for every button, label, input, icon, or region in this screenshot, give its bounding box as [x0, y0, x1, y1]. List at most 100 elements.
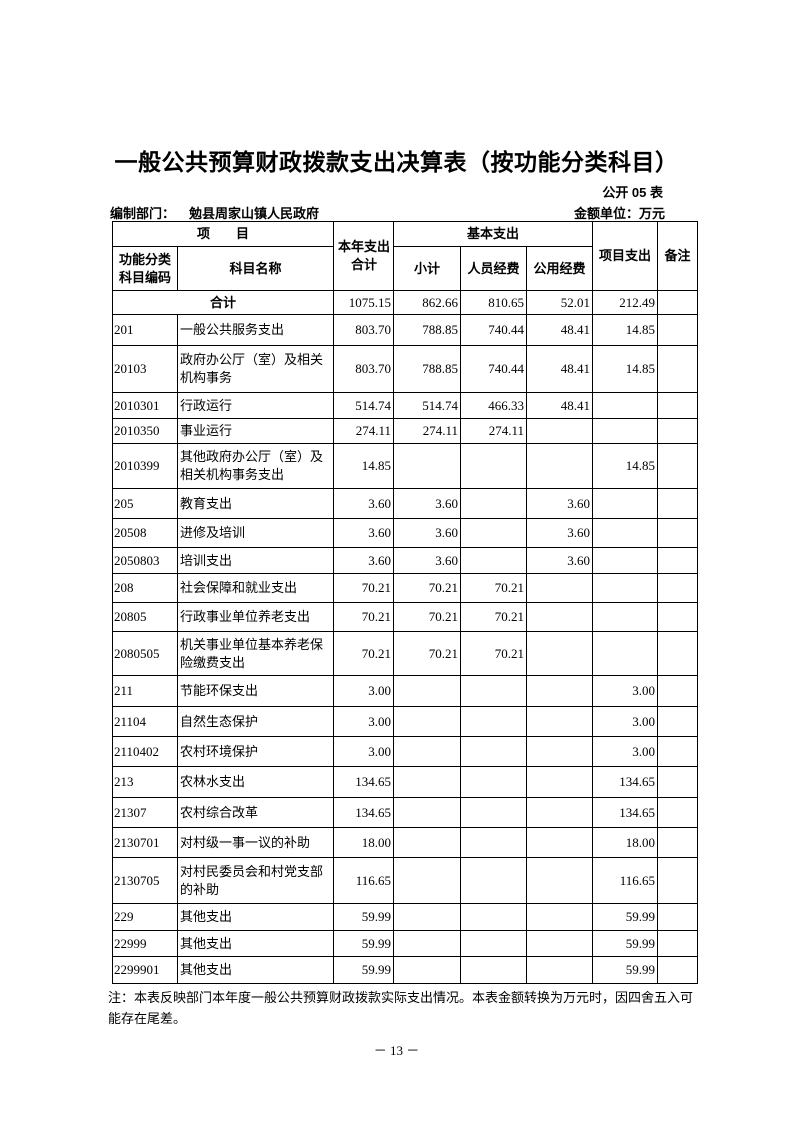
row-subtotal	[393, 443, 462, 489]
row-name: 事业运行	[176, 418, 335, 444]
row-personnel: 70.21	[460, 573, 528, 603]
row-remark	[657, 392, 699, 419]
row-personnel	[460, 956, 528, 984]
row-name: 农村环境保护	[176, 736, 335, 767]
row-personnel	[460, 736, 528, 767]
row-public	[526, 418, 594, 444]
row-total: 59.99	[333, 903, 395, 931]
table-row: 20103 政府办公厅（室）及相关机构事务 803.70 788.85 740.44 48…	[112, 345, 699, 393]
table-row: 21307 农村综合改革 134.65 134.65	[112, 797, 699, 828]
row-total: 3.00	[333, 736, 395, 767]
row-project	[592, 488, 659, 519]
table-row: 229 其他支出 59.99 59.99	[112, 903, 699, 931]
row-subtotal	[393, 956, 462, 984]
row-remark	[657, 602, 699, 632]
row-code: 2010301	[112, 392, 178, 419]
row-subtotal	[393, 857, 462, 904]
row-total: 14.85	[333, 443, 395, 489]
row-project	[592, 547, 659, 574]
row-project	[592, 631, 659, 676]
row-code: 208	[112, 573, 178, 603]
row-code: 22999	[112, 930, 178, 957]
row-total: 70.21	[333, 602, 395, 632]
row-project: 59.99	[592, 930, 659, 957]
row-remark	[657, 443, 699, 489]
row-project: 134.65	[592, 797, 659, 828]
row-personnel: 740.44	[460, 345, 528, 393]
row-code: 20103	[112, 345, 178, 393]
row-personnel	[460, 443, 528, 489]
row-public	[526, 956, 594, 984]
row-project: 59.99	[592, 903, 659, 931]
table-row: 211 节能环保支出 3.00 3.00	[112, 675, 699, 707]
row-remark	[657, 547, 699, 574]
row-code: 20805	[112, 602, 178, 632]
row-subtotal	[393, 736, 462, 767]
row-total: 3.60	[333, 547, 395, 574]
row-subtotal: 3.60	[393, 547, 462, 574]
row-public: 48.41	[526, 392, 594, 419]
row-public	[526, 903, 594, 931]
row-total: 59.99	[333, 930, 395, 957]
header-item: 项 目	[111, 221, 335, 247]
row-project	[592, 518, 659, 548]
header-total: 本年支出合计	[333, 221, 395, 291]
row-name: 自然生态保护	[176, 706, 335, 737]
table-row: 2110402 农村环境保护 3.00 3.00	[112, 736, 699, 767]
row-remark	[657, 573, 699, 603]
row-code: 2010399	[112, 443, 178, 489]
department-name: 勉县周家山镇人民政府	[189, 206, 320, 221]
table-row: 2010350 事业运行 274.11 274.11 274.11	[112, 418, 699, 444]
row-name: 行政运行	[176, 392, 335, 419]
row-code: 2130705	[112, 857, 178, 904]
row-remark	[657, 827, 699, 858]
row-personnel	[460, 930, 528, 957]
row-name: 其他政府办公厅（室）及相关机构事务支出	[176, 443, 335, 489]
row-name: 社会保障和就业支出	[176, 573, 335, 603]
row-project: 14.85	[592, 443, 659, 489]
table-row: 201 一般公共服务支出 803.70 788.85 740.44 48.41 14.85	[112, 314, 699, 346]
row-code: 2050803	[112, 547, 178, 574]
row-public	[526, 602, 594, 632]
row-total: 803.70	[333, 345, 395, 393]
header-basic: 基本支出	[393, 221, 594, 247]
row-remark	[657, 857, 699, 904]
row-name: 一般公共服务支出	[176, 314, 335, 346]
total-label: 合计	[111, 290, 335, 315]
row-project	[592, 573, 659, 603]
row-subtotal	[393, 827, 462, 858]
row-personnel: 466.33	[460, 392, 528, 419]
table-row: 205 教育支出 3.60 3.60 3.60	[112, 488, 699, 519]
row-personnel: 274.11	[460, 418, 528, 444]
row-remark	[657, 706, 699, 737]
row-public	[526, 675, 594, 707]
row-total: 514.74	[333, 392, 395, 419]
row-project: 134.65	[592, 766, 659, 798]
row-public: 3.60	[526, 488, 594, 519]
row-name: 机关事业单位基本养老保险缴费支出	[176, 631, 335, 676]
row-total: 70.21	[333, 573, 395, 603]
row-personnel	[460, 827, 528, 858]
total-remark	[657, 290, 699, 315]
row-total: 70.21	[333, 631, 395, 676]
row-remark	[657, 345, 699, 393]
row-subtotal: 70.21	[393, 602, 462, 632]
row-subtotal: 3.60	[393, 488, 462, 519]
row-total: 3.00	[333, 675, 395, 707]
row-public	[526, 573, 594, 603]
header-public: 公用经费	[526, 246, 594, 291]
row-name: 农林水支出	[176, 766, 335, 798]
table-row: 21104 自然生态保护 3.00 3.00	[112, 706, 699, 737]
row-code: 2110402	[112, 736, 178, 767]
row-remark	[657, 930, 699, 957]
row-subtotal: 70.21	[393, 573, 462, 603]
row-subtotal	[393, 766, 462, 798]
row-subtotal: 788.85	[393, 314, 462, 346]
row-code: 229	[112, 903, 178, 931]
row-name: 对村级一事一议的补助	[176, 827, 335, 858]
row-total: 803.70	[333, 314, 395, 346]
row-project: 3.00	[592, 706, 659, 737]
row-total: 134.65	[333, 797, 395, 828]
total-subtotal: 862.66	[393, 290, 462, 315]
row-remark	[657, 797, 699, 828]
